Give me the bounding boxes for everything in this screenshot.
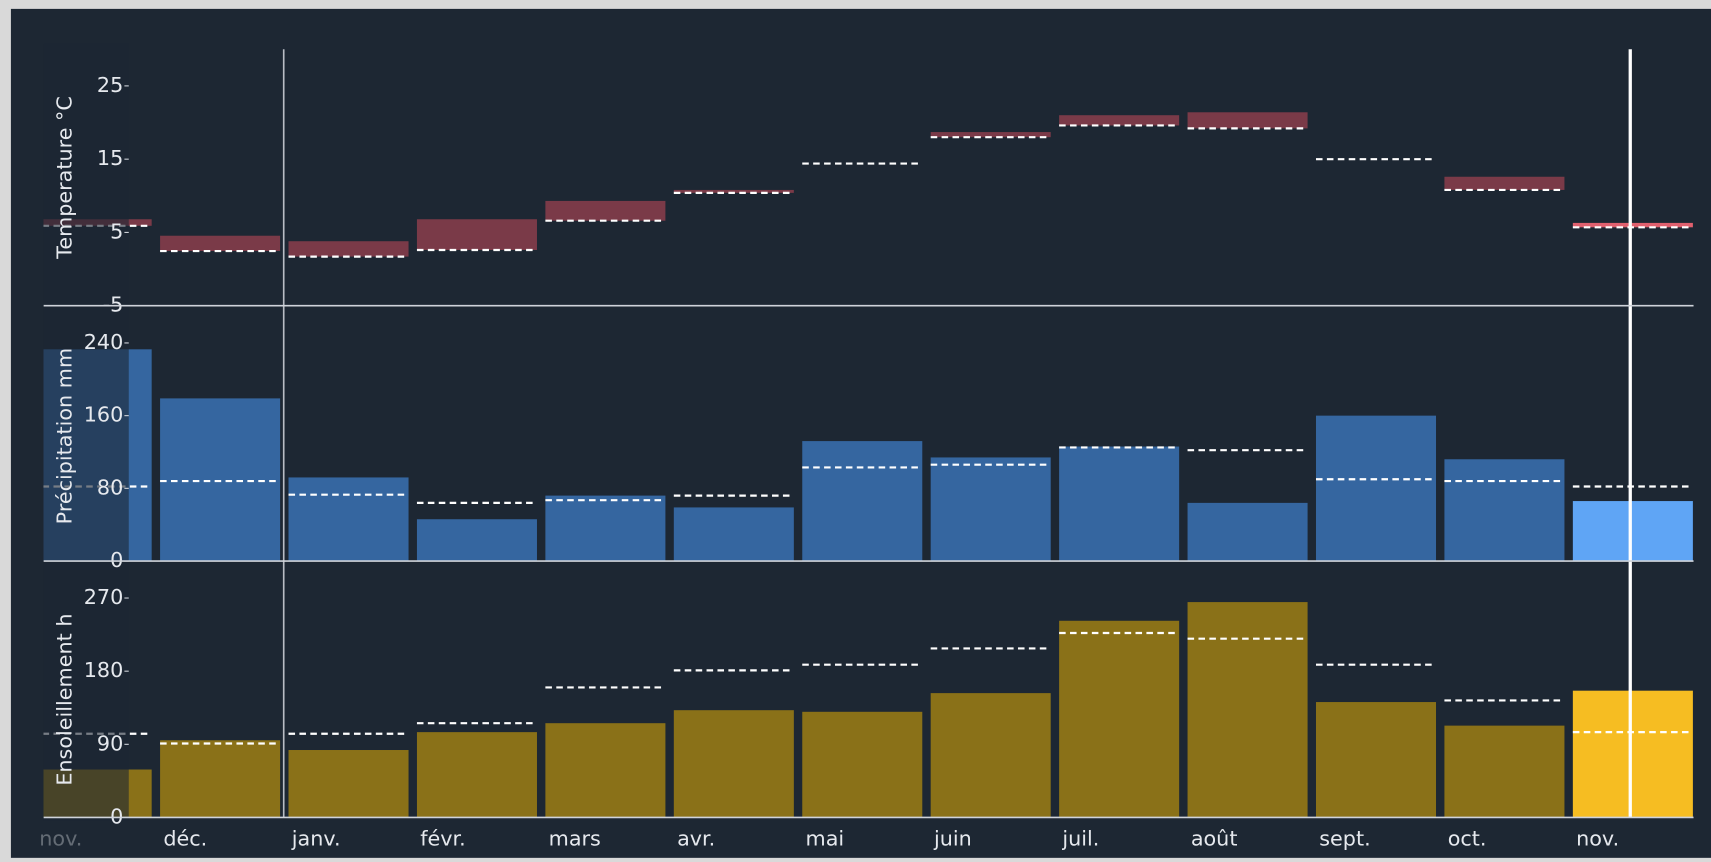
x-tick-label: nov. bbox=[39, 826, 82, 850]
x-tick-label: oct. bbox=[1448, 826, 1487, 850]
bar bbox=[160, 398, 281, 562]
x-tick-label: mai bbox=[806, 826, 845, 850]
x-tick-label: sept. bbox=[1319, 826, 1370, 850]
bar bbox=[802, 711, 923, 818]
bar bbox=[416, 732, 537, 818]
y-tick-label: 25 bbox=[97, 73, 123, 97]
bar bbox=[1315, 702, 1437, 818]
y-axis-label: Précipitation mm bbox=[52, 348, 76, 524]
bar bbox=[1572, 690, 1693, 818]
y-tick-label: 5 bbox=[110, 219, 123, 243]
bar bbox=[416, 519, 537, 562]
y-tick-label: 270 bbox=[84, 585, 124, 609]
bar bbox=[930, 693, 1051, 818]
bar bbox=[1572, 501, 1693, 562]
bar bbox=[1187, 502, 1308, 562]
scroll-fade bbox=[43, 43, 129, 821]
range-bar bbox=[1444, 176, 1565, 190]
bar bbox=[1315, 415, 1437, 562]
range-bar bbox=[1187, 112, 1308, 129]
x-tick-label: févr. bbox=[420, 826, 466, 850]
y-tick-label: 0 bbox=[110, 548, 123, 572]
range-bar bbox=[545, 200, 666, 221]
bar bbox=[802, 441, 923, 562]
bar bbox=[673, 507, 794, 562]
x-tick-label: juil. bbox=[1061, 826, 1099, 850]
range-bar bbox=[160, 235, 281, 252]
range-bar bbox=[1059, 115, 1180, 126]
y-tick-label: 180 bbox=[84, 658, 124, 682]
y-tick-label: 240 bbox=[84, 330, 124, 354]
y-tick-label: 160 bbox=[84, 403, 124, 427]
x-tick-label: nov. bbox=[1576, 826, 1619, 850]
x-tick-label: déc. bbox=[163, 826, 207, 850]
y-tick-label: 80 bbox=[97, 475, 123, 499]
bar bbox=[930, 457, 1051, 562]
bar bbox=[160, 740, 281, 818]
y-tick-label: 90 bbox=[97, 731, 123, 755]
bar bbox=[288, 750, 409, 818]
y-axis-label: Ensoleillement h bbox=[52, 614, 76, 786]
x-tick-label: août bbox=[1191, 826, 1238, 850]
bar bbox=[545, 495, 666, 562]
bar bbox=[545, 723, 666, 818]
bar bbox=[673, 710, 794, 818]
y-tick-label: 0 bbox=[110, 804, 123, 828]
x-tick-label: avr. bbox=[677, 826, 715, 850]
y-axis-label: Temperature °C bbox=[52, 96, 76, 260]
bar bbox=[1444, 725, 1565, 818]
bar bbox=[1059, 446, 1180, 562]
range-bar bbox=[1572, 222, 1693, 228]
bar bbox=[1187, 602, 1308, 818]
range-bar bbox=[416, 219, 537, 251]
bar bbox=[288, 477, 409, 562]
x-tick-label: mars bbox=[549, 826, 601, 850]
y-tick-label: -5 bbox=[103, 293, 124, 317]
x-tick-label: juin bbox=[933, 826, 972, 850]
x-tick-label: janv. bbox=[291, 826, 341, 850]
range-bar bbox=[673, 189, 794, 193]
bar bbox=[1059, 620, 1180, 818]
range-bar bbox=[288, 241, 409, 257]
y-tick-label: 15 bbox=[97, 146, 123, 170]
range-bar bbox=[930, 132, 1051, 138]
bar bbox=[1444, 459, 1565, 562]
